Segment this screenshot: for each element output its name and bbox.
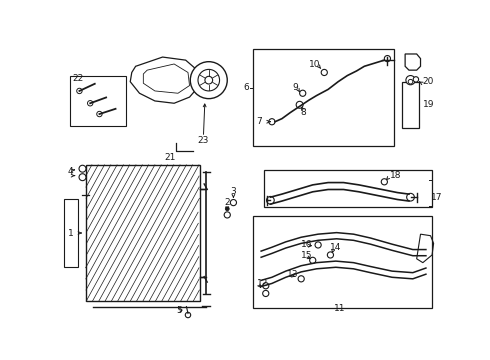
Text: 4: 4 bbox=[67, 167, 73, 176]
Circle shape bbox=[315, 242, 321, 248]
Circle shape bbox=[97, 111, 102, 117]
Bar bbox=[70, 76, 125, 126]
Bar bbox=[402, 82, 419, 128]
Text: 3: 3 bbox=[230, 186, 236, 195]
Bar bbox=[264, 170, 432, 207]
Text: 20: 20 bbox=[423, 77, 434, 86]
Circle shape bbox=[381, 179, 388, 185]
Circle shape bbox=[225, 207, 229, 211]
Circle shape bbox=[413, 77, 418, 82]
Text: 22: 22 bbox=[72, 74, 83, 83]
Circle shape bbox=[384, 55, 391, 62]
Circle shape bbox=[327, 252, 334, 258]
Text: 23: 23 bbox=[197, 136, 209, 145]
Text: 9: 9 bbox=[292, 84, 298, 93]
Bar bbox=[253, 216, 432, 308]
Circle shape bbox=[310, 257, 316, 264]
Text: 12: 12 bbox=[257, 279, 268, 288]
Circle shape bbox=[300, 90, 306, 96]
Circle shape bbox=[224, 212, 230, 218]
Text: 2: 2 bbox=[224, 198, 230, 207]
Text: 17: 17 bbox=[431, 193, 442, 202]
Circle shape bbox=[407, 193, 415, 201]
Circle shape bbox=[205, 76, 213, 84]
Bar bbox=[64, 199, 78, 267]
Circle shape bbox=[267, 197, 274, 204]
Text: 10: 10 bbox=[309, 60, 321, 69]
Text: 5: 5 bbox=[176, 306, 182, 315]
Circle shape bbox=[406, 76, 415, 85]
Circle shape bbox=[269, 119, 275, 125]
Circle shape bbox=[408, 80, 413, 84]
Circle shape bbox=[263, 283, 269, 289]
Text: 21: 21 bbox=[165, 153, 176, 162]
Circle shape bbox=[79, 174, 86, 181]
Text: 19: 19 bbox=[423, 100, 434, 109]
Text: 13: 13 bbox=[287, 270, 299, 279]
Text: 18: 18 bbox=[390, 171, 401, 180]
Circle shape bbox=[321, 69, 327, 76]
Text: 16: 16 bbox=[301, 240, 313, 249]
Circle shape bbox=[298, 276, 304, 282]
Circle shape bbox=[296, 101, 303, 108]
Text: 7: 7 bbox=[256, 117, 262, 126]
Text: 6: 6 bbox=[244, 84, 249, 93]
Text: 14: 14 bbox=[330, 243, 342, 252]
Text: 8: 8 bbox=[300, 108, 306, 117]
Circle shape bbox=[88, 100, 93, 106]
Circle shape bbox=[230, 199, 237, 206]
Circle shape bbox=[190, 62, 227, 99]
Text: 15: 15 bbox=[301, 251, 313, 260]
Circle shape bbox=[79, 165, 86, 172]
Circle shape bbox=[77, 88, 82, 94]
Circle shape bbox=[185, 312, 191, 318]
Circle shape bbox=[198, 69, 220, 91]
Text: 11: 11 bbox=[334, 303, 345, 312]
Bar bbox=[86, 165, 199, 301]
Circle shape bbox=[263, 291, 269, 297]
Bar bbox=[253, 49, 393, 145]
Text: 1: 1 bbox=[68, 229, 74, 238]
